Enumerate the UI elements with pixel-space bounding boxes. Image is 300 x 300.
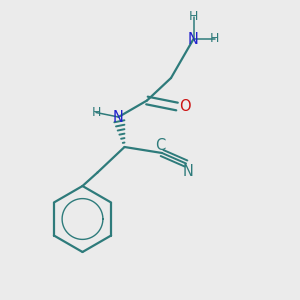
Text: H: H (210, 32, 219, 46)
Text: N: N (188, 32, 199, 46)
Text: O: O (179, 99, 190, 114)
Text: H: H (91, 106, 101, 119)
Text: C: C (155, 138, 166, 153)
Text: H: H (189, 10, 198, 23)
Text: N: N (113, 110, 124, 124)
Text: N: N (183, 164, 194, 178)
